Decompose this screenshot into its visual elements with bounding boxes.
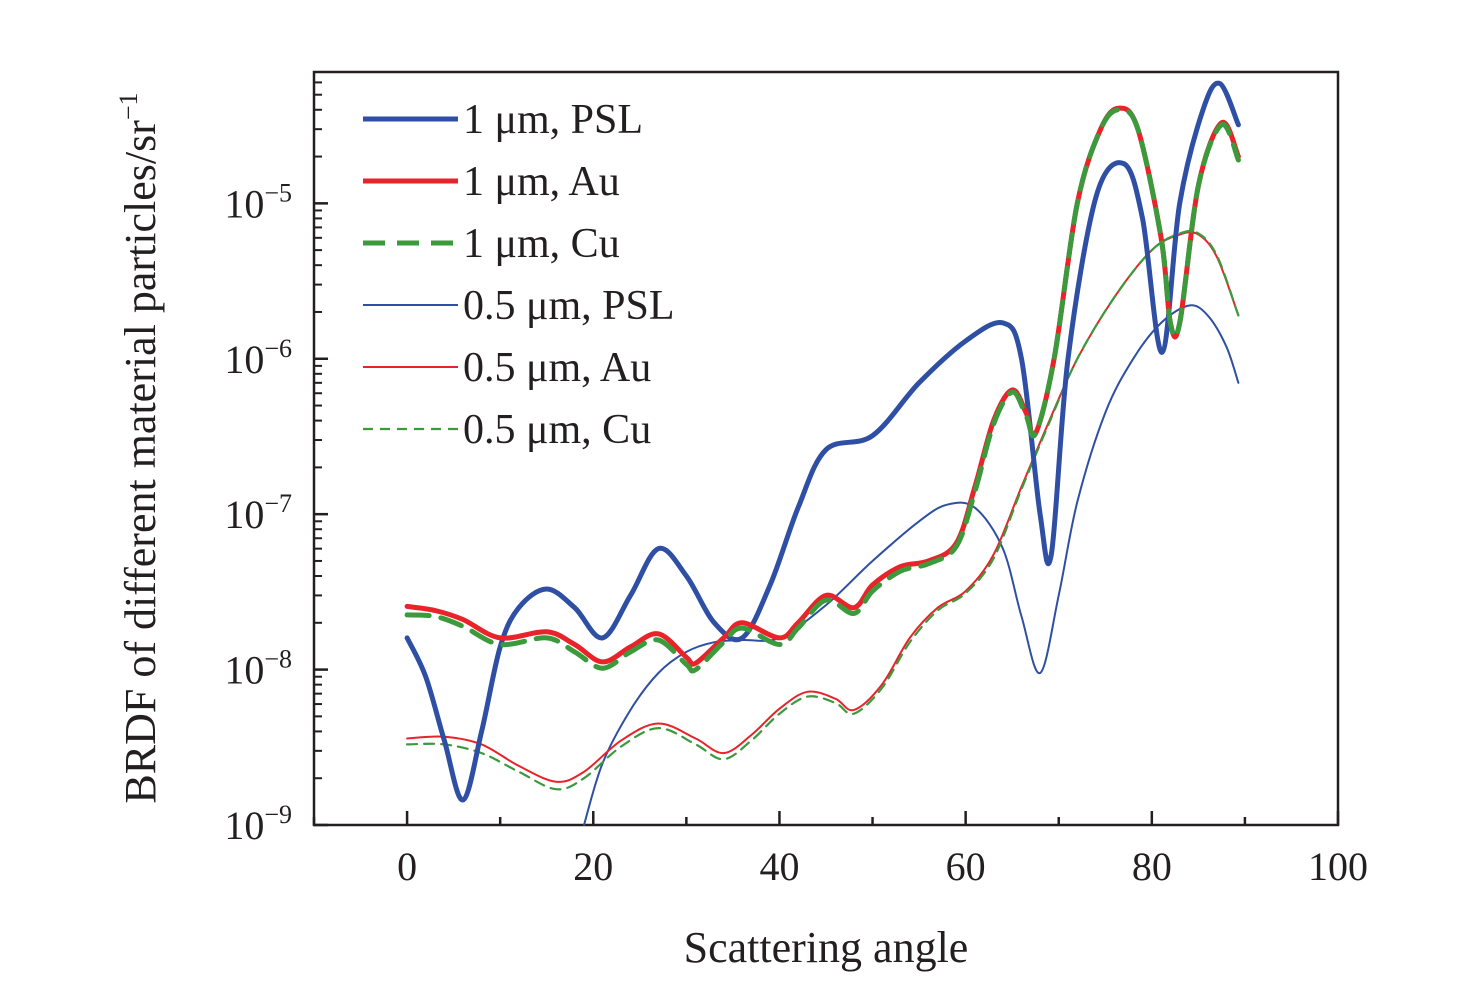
x-tick-label: 80 xyxy=(1132,844,1172,889)
y-tick-label: 10−7 xyxy=(224,489,292,537)
x-tick-label: 100 xyxy=(1308,844,1368,889)
legend-label: 1 μm, Au xyxy=(463,159,620,205)
series-line-4 xyxy=(583,304,1240,826)
x-axis-ticks: 0 20 40 60 80 100 xyxy=(312,811,1368,889)
y-axis-title-exponent: −1 xyxy=(114,92,143,120)
x-axis-title: Scattering angle xyxy=(684,923,969,972)
x-tick-label: 0 xyxy=(397,844,417,889)
series-lines xyxy=(404,80,1241,826)
legend-label: 0.5 μm, PSL xyxy=(463,283,675,329)
y-tick-label: 10−5 xyxy=(224,178,292,226)
legend-label: 0.5 μm, Cu xyxy=(463,407,651,453)
y-tick-label: 10−9 xyxy=(224,800,292,848)
y-axis-ticks: 10−9 10−8 10−7 10−6 10−5 xyxy=(224,81,328,848)
y-tick-label: 10−6 xyxy=(224,334,292,382)
x-tick-label: 60 xyxy=(946,844,986,889)
series-line-6 xyxy=(406,229,1240,791)
legend: 1 μm, PSL 1 μm, Au 1 μm, Cu 0.5 μm, PSL 0.5 … xyxy=(363,97,675,453)
y-tick-label: 10−8 xyxy=(224,645,292,693)
legend-label: 0.5 μm, Au xyxy=(463,345,651,391)
y-axis-title-text: BRDF of different material particles/sr xyxy=(116,120,165,804)
legend-label: 1 μm, Cu xyxy=(463,221,620,267)
x-tick-label: 20 xyxy=(573,844,613,889)
y-axis-title: BRDF of different material particles/sr−… xyxy=(114,92,165,803)
series-line-1 xyxy=(404,80,1241,803)
series-line-3 xyxy=(404,107,1241,674)
plot-area-frame xyxy=(312,70,1340,827)
x-tick-label: 40 xyxy=(759,844,799,889)
legend-label: 1 μm, PSL xyxy=(463,97,643,143)
